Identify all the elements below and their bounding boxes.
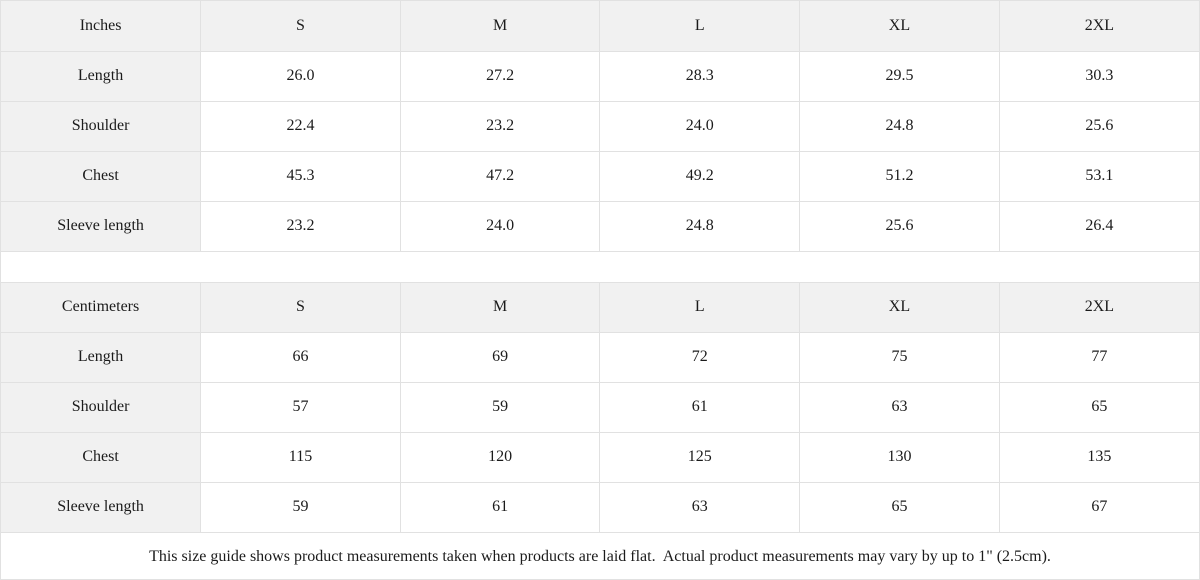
unit-header-cell: Centimeters: [1, 281, 202, 333]
size-header-cell-xl: XL: [799, 281, 1000, 333]
row-label: Shoulder: [1, 382, 202, 433]
data-cell: 72: [599, 332, 801, 383]
row-label: Shoulder: [1, 101, 202, 152]
size-header-cell-xl: XL: [799, 1, 1000, 52]
data-cell: 24.8: [799, 101, 1000, 152]
data-cell: 25.6: [999, 101, 1199, 152]
data-cell: 23.2: [400, 101, 601, 152]
table-row-length: Length 26.0 27.2 28.3 29.5 30.3: [1, 51, 1199, 102]
table-row-sleeve-length: Sleeve length 23.2 24.0 24.8 25.6 26.4: [1, 201, 1199, 252]
data-cell: 24.0: [400, 201, 601, 252]
data-cell: 63: [799, 382, 1000, 433]
size-guide-note: This size guide shows product measuremen…: [1, 532, 1199, 579]
header-row-inches: Inches S M L XL 2XL: [1, 1, 1199, 52]
data-cell: 59: [400, 382, 601, 433]
data-cell: 23.2: [200, 201, 401, 252]
size-header-cell-m: M: [400, 281, 601, 333]
data-cell: 29.5: [799, 51, 1000, 102]
data-cell: 77: [999, 332, 1199, 383]
data-cell: 75: [799, 332, 1000, 383]
data-cell: 25.6: [799, 201, 1000, 252]
size-header-cell-2xl: 2XL: [999, 281, 1199, 333]
data-cell: 65: [999, 382, 1199, 433]
data-cell: 30.3: [999, 51, 1199, 102]
data-cell: 49.2: [599, 151, 801, 202]
row-label: Chest: [1, 432, 202, 483]
data-cell: 57: [200, 382, 401, 433]
size-table-centimeters: Centimeters S M L XL 2XL Length 66 69 72…: [1, 281, 1199, 533]
data-cell: 45.3: [200, 151, 401, 202]
size-header-cell-2xl: 2XL: [999, 1, 1199, 52]
table-row-sleeve-length: Sleeve length 59 61 63 65 67: [1, 482, 1199, 533]
data-cell: 47.2: [400, 151, 601, 202]
unit-header-cell: Inches: [1, 1, 202, 52]
table-row-chest: Chest 45.3 47.2 49.2 51.2 53.1: [1, 151, 1199, 202]
data-cell: 22.4: [200, 101, 401, 152]
row-label: Length: [1, 51, 202, 102]
size-table-inches: Inches S M L XL 2XL Length 26.0 27.2 28.…: [1, 1, 1199, 252]
data-cell: 65: [799, 482, 1000, 533]
data-cell: 51.2: [799, 151, 1000, 202]
data-cell: 69: [400, 332, 601, 383]
table-row-shoulder: Shoulder 22.4 23.2 24.0 24.8 25.6: [1, 101, 1199, 152]
data-cell: 67: [999, 482, 1199, 533]
size-header-cell-m: M: [400, 1, 601, 52]
size-header-cell-l: L: [599, 1, 801, 52]
size-header-cell-s: S: [200, 281, 401, 333]
row-label: Chest: [1, 151, 202, 202]
data-cell: 26.4: [999, 201, 1199, 252]
data-cell: 27.2: [400, 51, 601, 102]
data-cell: 120: [400, 432, 601, 483]
header-row-centimeters: Centimeters S M L XL 2XL: [1, 281, 1199, 333]
table-spacer: [1, 251, 1199, 282]
data-cell: 135: [999, 432, 1199, 483]
table-row-length: Length 66 69 72 75 77: [1, 332, 1199, 383]
table-row-shoulder: Shoulder 57 59 61 63 65: [1, 382, 1199, 433]
data-cell: 59: [200, 482, 401, 533]
data-cell: 63: [599, 482, 801, 533]
data-cell: 125: [599, 432, 801, 483]
data-cell: 24.0: [599, 101, 801, 152]
data-cell: 61: [599, 382, 801, 433]
row-label: Sleeve length: [1, 482, 202, 533]
row-label: Sleeve length: [1, 201, 202, 252]
data-cell: 26.0: [200, 51, 401, 102]
data-cell: 24.8: [599, 201, 801, 252]
table-row-chest: Chest 115 120 125 130 135: [1, 432, 1199, 483]
data-cell: 53.1: [999, 151, 1199, 202]
data-cell: 130: [799, 432, 1000, 483]
size-header-cell-l: L: [599, 281, 801, 333]
size-header-cell-s: S: [200, 1, 401, 52]
data-cell: 28.3: [599, 51, 801, 102]
data-cell: 61: [400, 482, 601, 533]
data-cell: 115: [200, 432, 401, 483]
row-label: Length: [1, 332, 202, 383]
data-cell: 66: [200, 332, 401, 383]
